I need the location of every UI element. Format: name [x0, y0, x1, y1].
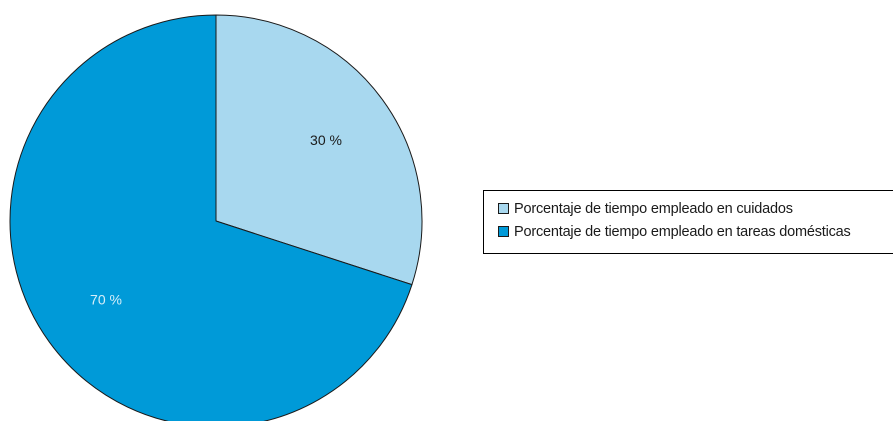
pie-slices — [9, 14, 423, 421]
pie-slice-label-tareas-domesticas: 70 % — [90, 292, 122, 308]
pie-slice-cuidados — [215, 14, 423, 286]
pie-slice-label-cuidados: 30 % — [310, 132, 342, 148]
pie-slice-labels: 30 % 70 % — [90, 132, 342, 308]
chart-legend: Porcentaje de tiempo empleado en cuidado… — [483, 190, 893, 254]
legend-label-tareas-domesticas: Porcentaje de tiempo empleado en tareas … — [514, 223, 851, 240]
legend-swatch-cuidados — [498, 203, 509, 214]
legend-item-tareas-domesticas: Porcentaje de tiempo empleado en tareas … — [498, 220, 893, 243]
legend-label-cuidados: Porcentaje de tiempo empleado en cuidado… — [514, 200, 793, 217]
legend-swatch-tareas-domesticas — [498, 226, 509, 237]
pie-slice-tareas-domesticas — [9, 14, 413, 421]
legend-item-cuidados: Porcentaje de tiempo empleado en cuidado… — [498, 197, 893, 220]
